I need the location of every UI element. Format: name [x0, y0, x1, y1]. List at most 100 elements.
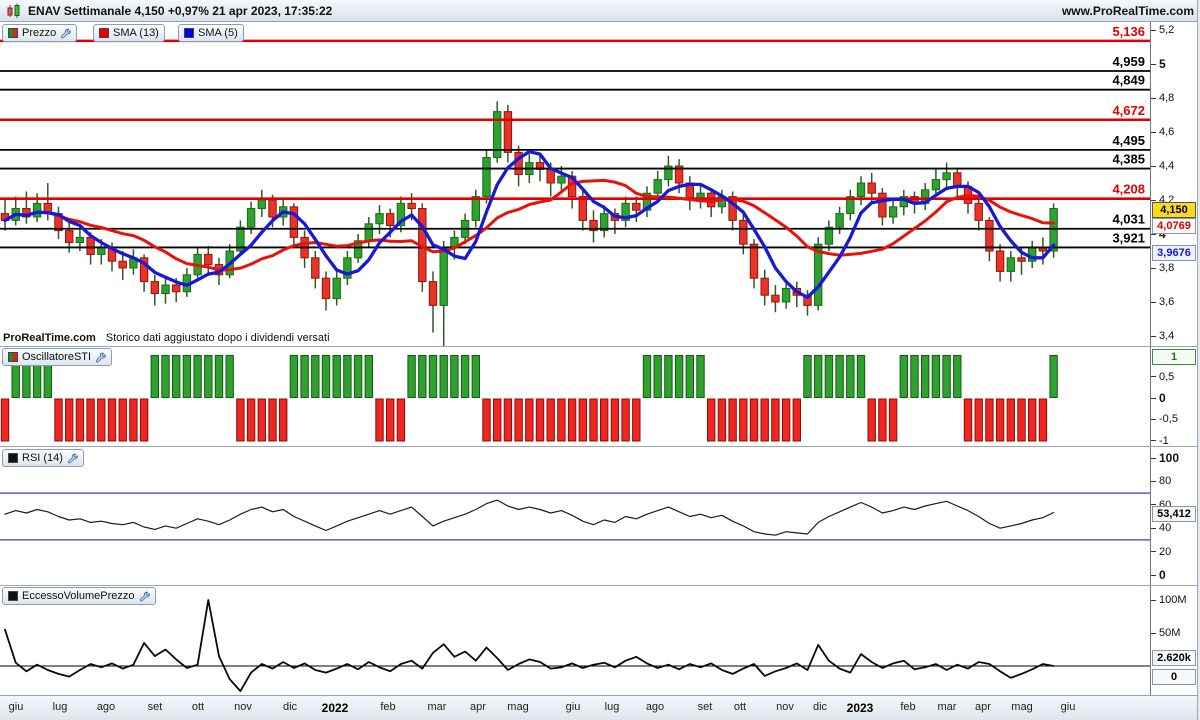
price-series-icon — [8, 28, 18, 38]
y-axis-tick: -0,5 — [1151, 413, 1178, 425]
oscillator-chart-canvas[interactable] — [0, 346, 1150, 446]
value-badge: 4,0769 — [1152, 218, 1196, 234]
y-axis-tick: 4,8 — [1151, 92, 1174, 104]
time-axis[interactable]: giu lug ago set ott nov dic 2022 feb mar apr mag giu… — [0, 695, 1200, 720]
y-axis-tick: 4,4 — [1151, 160, 1174, 172]
legend-price-chip[interactable]: Prezzo — [2, 24, 78, 42]
watermark: ProRealTime.com Storico dati aggiustato d… — [3, 332, 330, 344]
sma5-color-icon — [184, 28, 194, 38]
y-axis-tick: 0,5 — [1151, 371, 1174, 383]
time-axis-month-label: giu — [8, 701, 24, 713]
y-axis-tick: 0 — [1151, 568, 1166, 582]
oscillator-panel-label: OscillatoreSTI — [22, 351, 92, 363]
value-badge: 1 — [1152, 348, 1196, 365]
time-axis-month-label: ago — [96, 701, 116, 713]
price-level-label: 4,849 — [1112, 73, 1145, 88]
time-axis-month-label: ago — [645, 701, 665, 713]
oscillator-series-icon — [8, 352, 18, 362]
price-level-label: 4,031 — [1112, 212, 1145, 227]
time-axis-month-label: set — [147, 701, 163, 713]
price-level-label: 5,136 — [1112, 24, 1145, 39]
value-badge: 2.620k — [1152, 650, 1196, 666]
time-axis-month-label: lug — [52, 701, 68, 713]
legend-sma13-label: SMA (13) — [113, 27, 159, 39]
oscillator-panel-chip[interactable]: OscillatoreSTI — [2, 348, 113, 366]
y-axis-tick: 0 — [1151, 391, 1166, 405]
y-axis-tick: 80 — [1151, 475, 1171, 487]
time-axis-month-label: giu — [565, 701, 581, 713]
y-axis-tick: 5,2 — [1151, 24, 1174, 36]
volume-panel-label: EccessoVolumePrezzo — [22, 590, 135, 602]
y-axis-tick: -1 — [1151, 435, 1169, 447]
time-axis-month-label: mag — [507, 701, 529, 713]
price-level-label: 4,385 — [1112, 152, 1145, 167]
wrench-settings-icon[interactable] — [67, 453, 78, 464]
rsi-chart-canvas[interactable] — [0, 446, 1150, 585]
y-axis-tick: 50M — [1151, 627, 1180, 639]
y-axis-tick: 4 — [1151, 227, 1166, 241]
time-axis-month-label: nov — [776, 701, 794, 713]
y-axis-tick: 3,4 — [1151, 330, 1174, 342]
website-link[interactable]: www.ProRealTime.com — [1061, 3, 1194, 18]
time-axis-month-label: ott — [733, 701, 747, 713]
candlestick-logo-icon — [7, 3, 20, 18]
y-axis-tick: 20 — [1151, 546, 1171, 558]
legend-sma5-chip[interactable]: SMA (5) — [178, 24, 244, 42]
wrench-settings-icon[interactable] — [139, 591, 150, 602]
watermark-brand: ProRealTime.com — [3, 332, 96, 344]
y-axis-tick: 3,6 — [1151, 296, 1174, 308]
panel-separator — [0, 446, 1197, 447]
time-axis-month-label: apr — [470, 701, 486, 713]
time-axis-month-label: feb — [380, 701, 396, 713]
price-axis[interactable]: 5,2 5 4,8 4,6 4,4 4,2 4 3,8 3,6 3,4 4,150 4,0769 3,9… — [1150, 22, 1198, 695]
y-axis-tick: 3,8 — [1151, 262, 1174, 274]
y-axis-tick: 5 — [1151, 57, 1166, 71]
sma13-color-icon — [99, 28, 109, 38]
value-badge: 3,9676 — [1152, 244, 1196, 261]
watermark-text: Storico dati aggiustato dopo i dividendi… — [105, 332, 330, 344]
time-axis-month-label: nov — [234, 701, 252, 713]
price-level-label: 4,672 — [1112, 103, 1145, 118]
value-badge: 0 — [1152, 669, 1196, 685]
volume-series-icon — [8, 591, 18, 601]
price-level-label: 3,921 — [1112, 230, 1145, 245]
time-axis-month-label: giu — [1060, 701, 1076, 713]
legend-sma5-label: SMA (5) — [198, 27, 238, 39]
price-level-label: 4,495 — [1112, 133, 1145, 148]
volume-panel-chip[interactable]: EccessoVolumePrezzo — [2, 587, 156, 605]
y-axis-tick: 100 — [1151, 451, 1179, 465]
window-edge — [1197, 0, 1200, 720]
legend-price-label: Prezzo — [22, 27, 57, 39]
y-axis-tick: 100M — [1151, 594, 1187, 606]
price-level-label: 4,959 — [1112, 54, 1145, 69]
price-chart-canvas[interactable]: 5,136 4,959 4,849 4,672 4,495 4,385 4,208 4,031… — [0, 22, 1150, 346]
price-level-label: 4,208 — [1112, 182, 1145, 197]
time-axis-month-label: feb — [900, 701, 916, 713]
time-axis-month-label: 2023 — [846, 701, 874, 715]
y-axis-tick: 40 — [1151, 522, 1171, 534]
time-axis-month-label: set — [697, 701, 713, 713]
time-axis-month-label: apr — [975, 701, 991, 713]
volume-chart-canvas[interactable] — [0, 585, 1150, 695]
time-axis-month-label: mar — [937, 701, 957, 713]
time-axis-month-label: 2022 — [321, 701, 349, 715]
time-axis-month-label: ott — [191, 701, 205, 713]
rsi-panel-chip[interactable]: RSI (14) — [2, 449, 84, 467]
y-axis-tick: 4,6 — [1151, 126, 1174, 138]
time-axis-month-label: dic — [812, 701, 828, 713]
rsi-series-icon — [8, 453, 18, 463]
panel-separator — [0, 585, 1197, 586]
wrench-settings-icon[interactable] — [95, 352, 106, 363]
time-axis-month-label: mag — [1011, 701, 1033, 713]
chart-title: ENAV Settimanale 4,150 +0,97% 21 apr 202… — [28, 3, 333, 18]
legend-sma13-chip[interactable]: SMA (13) — [93, 24, 165, 42]
wrench-settings-icon[interactable] — [60, 28, 71, 39]
time-axis-month-label: lug — [604, 701, 620, 713]
time-axis-month-label: mar — [427, 701, 447, 713]
panel-separator — [0, 346, 1197, 347]
rsi-panel-label: RSI (14) — [22, 452, 63, 464]
title-bar: ENAV Settimanale 4,150 +0,97% 21 apr 202… — [0, 0, 1200, 22]
time-axis-month-label: dic — [282, 701, 298, 713]
value-badge: 53,412 — [1152, 505, 1196, 522]
